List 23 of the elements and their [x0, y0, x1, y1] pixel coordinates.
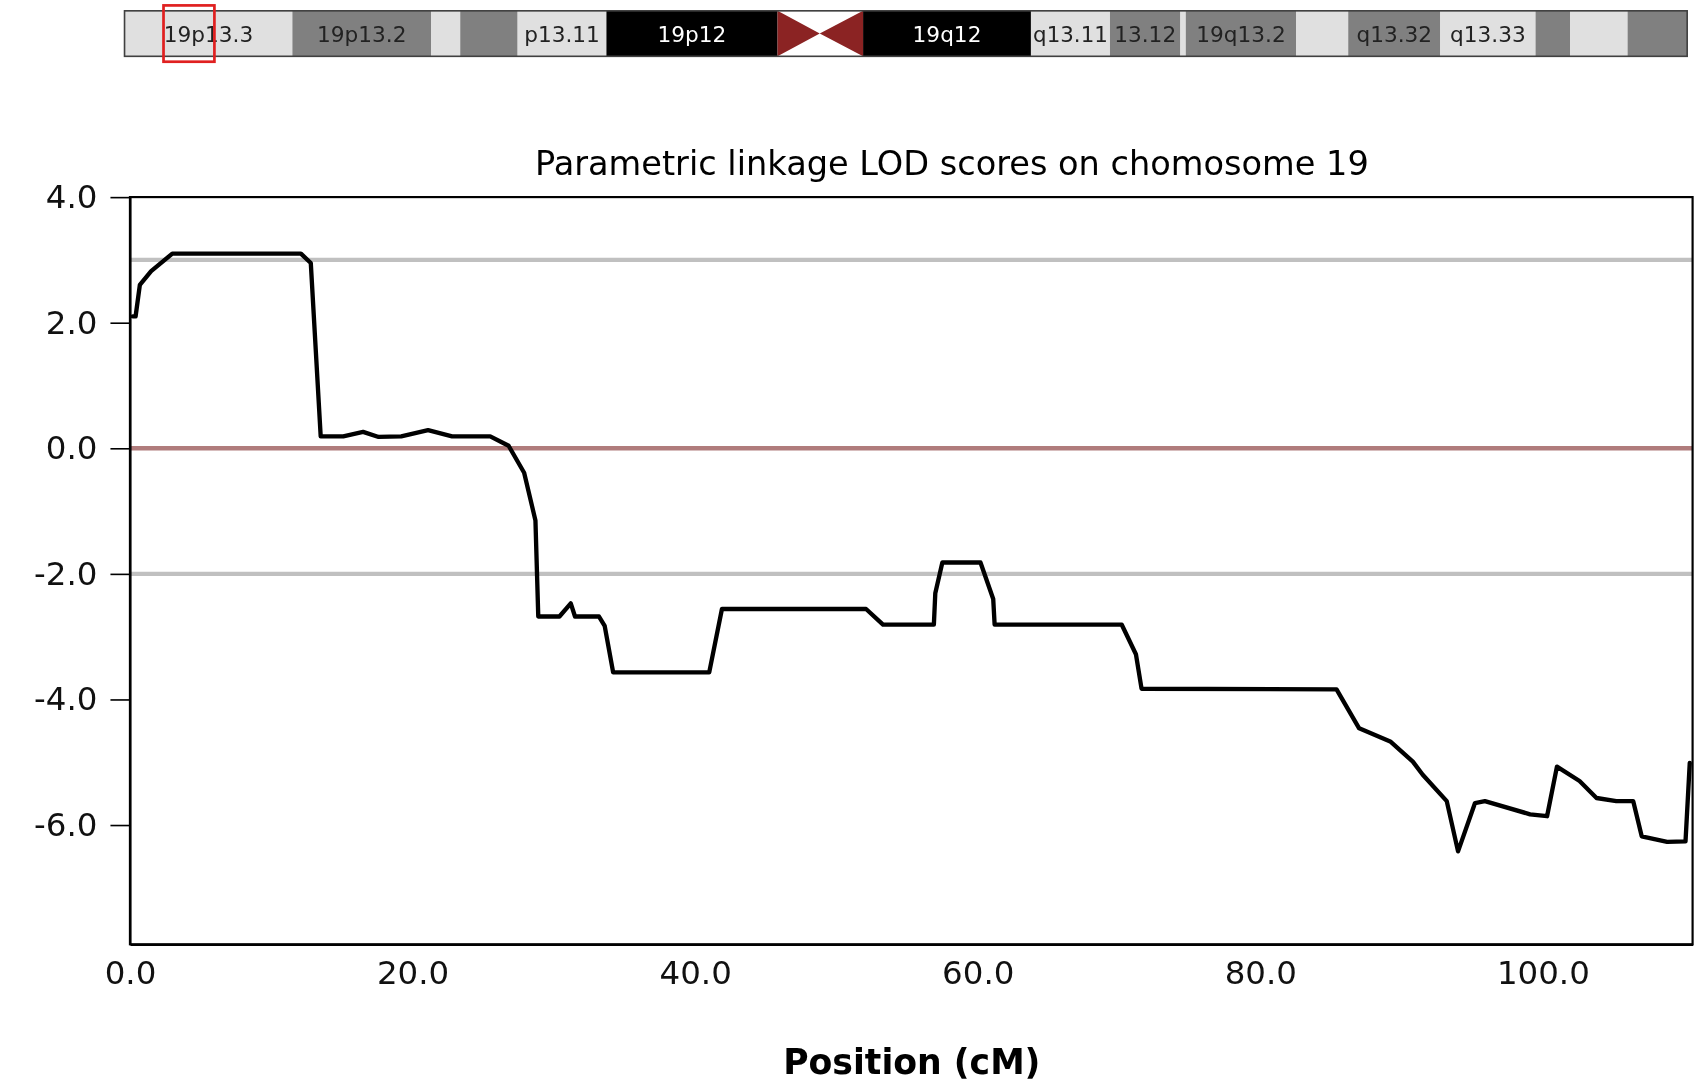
- x-tick-label: 20.0: [376, 953, 450, 992]
- y-tick-label: 4.0: [45, 178, 98, 217]
- text: p13.11: [524, 22, 600, 48]
- text: q13.32: [1356, 22, 1433, 48]
- text: 19p12: [657, 22, 727, 48]
- y-tick-label: -4.0: [34, 680, 98, 719]
- text: 13.12: [1114, 22, 1177, 48]
- text: 19q12: [912, 22, 982, 48]
- y-tick-label: -6.0: [34, 805, 98, 844]
- x-tick-label: 100.0: [1496, 953, 1590, 992]
- chart-title: Parametric linkage LOD scores on chomosome 19: [534, 144, 1369, 184]
- y-tick-label: 0.0: [45, 429, 98, 468]
- x-axis-title: Position (cM): [783, 1042, 1041, 1083]
- x-tick-label: 60.0: [942, 953, 1015, 992]
- x-tick-label: 40.0: [659, 953, 732, 992]
- text: 19p13.2: [316, 22, 407, 48]
- x-tick-label: 80.0: [1224, 953, 1297, 992]
- x-tick-label: 0.0: [104, 953, 157, 992]
- text: 19q13.2: [1196, 22, 1286, 48]
- y-tick-label: -2.0: [34, 554, 98, 593]
- y-tick-label: 2.0: [45, 303, 98, 342]
- text: q13.33: [1450, 22, 1526, 48]
- text: q13.11: [1033, 22, 1108, 48]
